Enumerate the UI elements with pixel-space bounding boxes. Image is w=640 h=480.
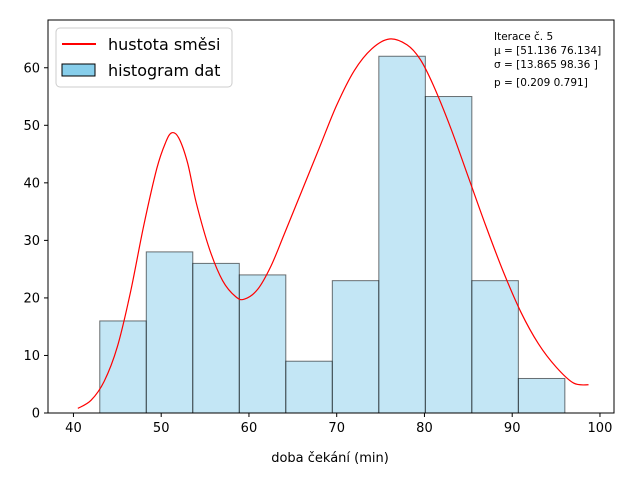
- histogram-bar: [424, 96, 473, 414]
- annotation-mu: μ = [51.136 76.134]: [494, 45, 601, 57]
- x-tick-label: 100: [588, 421, 613, 436]
- y-tick-label: 50: [23, 119, 40, 134]
- legend-swatch-histogram: [61, 63, 96, 77]
- annotation-iteration: Iterace č. 5: [494, 31, 553, 43]
- legend-label-histogram: histogram dat: [108, 61, 220, 80]
- y-tick-label: 30: [23, 234, 40, 249]
- annotation-p: p = [0.209 0.791]: [494, 77, 588, 89]
- y-tick-label: 40: [23, 176, 40, 191]
- histogram-bar: [285, 360, 333, 414]
- histogram-bar: [238, 274, 287, 414]
- legend: hustota směsi histogram dat: [55, 27, 233, 88]
- y-tick-label: 10: [23, 349, 40, 364]
- x-tick-label: 40: [65, 421, 82, 436]
- legend-box: [55, 27, 233, 88]
- x-tick-label: 70: [328, 421, 345, 436]
- y-tick-label: 0: [32, 407, 40, 422]
- annotation-sigma: σ = [13.865 98.36 ]: [494, 59, 598, 71]
- x-tick-label: 50: [153, 421, 170, 436]
- histogram-bar: [99, 320, 147, 414]
- histogram-bar: [331, 280, 380, 414]
- density-curve: [77, 38, 589, 409]
- histogram-bar: [378, 55, 426, 414]
- axes: [47, 19, 615, 414]
- y-axis-ticks: 0 10 20 30 40 50 60: [23, 61, 48, 422]
- x-tick-label: 80: [416, 421, 433, 436]
- iteration-annotation: Iterace č. 5 μ = [51.136 76.134] σ = [13…: [494, 31, 601, 89]
- histogram-bars: [99, 55, 566, 414]
- histogram-bar: [145, 251, 194, 414]
- histogram-bar: [471, 280, 519, 414]
- y-tick-label: 20: [23, 291, 40, 306]
- x-axis-label: doba čekání (min): [271, 451, 389, 466]
- histogram-bar: [192, 262, 240, 414]
- x-tick-label: 60: [241, 421, 258, 436]
- y-tick-label: 60: [23, 61, 40, 76]
- histogram-bar: [517, 377, 566, 414]
- x-axis-ticks: 40 50 60 70 80 90 100: [65, 413, 612, 436]
- legend-label-curve: hustota směsi: [108, 35, 220, 54]
- x-tick-label: 90: [504, 421, 521, 436]
- plot-frame: [47, 19, 615, 414]
